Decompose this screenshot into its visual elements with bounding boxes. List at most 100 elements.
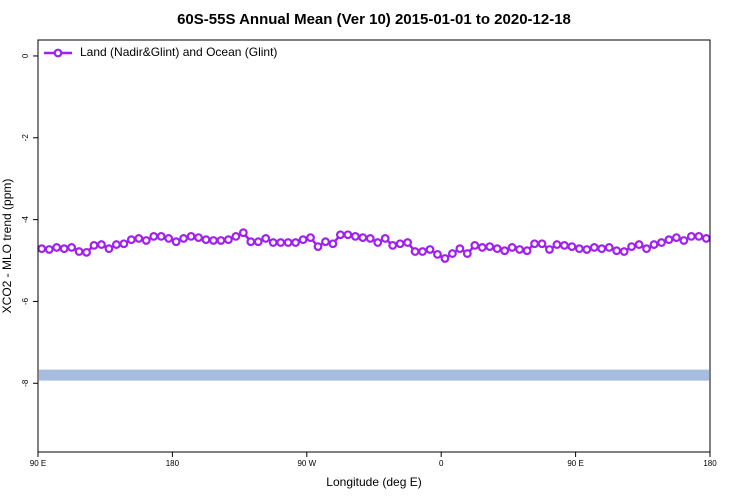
point — [104, 244, 114, 254]
point — [141, 236, 151, 245]
point — [373, 238, 383, 247]
y-tick-label: 0 — [21, 53, 30, 58]
point — [156, 231, 166, 241]
point — [343, 230, 353, 240]
chart-title: 60S-55S Annual Mean (Ver 10) 2015-01-01 … — [177, 11, 571, 28]
point — [365, 234, 375, 243]
point — [97, 240, 106, 249]
point — [82, 247, 91, 257]
point — [418, 247, 427, 256]
point — [403, 238, 413, 247]
x-tick-label: 90 E — [30, 459, 46, 468]
legend-label: Land (Nadir&Glint) and Ocean (Glint) — [80, 45, 277, 59]
point — [358, 233, 368, 243]
point — [89, 240, 99, 250]
point — [589, 243, 599, 252]
point — [515, 245, 524, 254]
plot-frame — [37, 39, 711, 453]
point — [500, 246, 510, 256]
point — [201, 235, 211, 245]
point — [642, 244, 651, 254]
point — [164, 234, 174, 243]
point — [186, 231, 196, 241]
point — [604, 243, 614, 252]
point — [612, 246, 622, 256]
point — [545, 245, 554, 254]
y-tick-label: -8 — [21, 379, 30, 387]
point — [657, 238, 666, 247]
point — [582, 245, 592, 254]
point — [59, 244, 69, 254]
y-tick-label: -2 — [21, 134, 30, 142]
point — [672, 233, 681, 243]
point — [321, 237, 330, 247]
x-tick-label: 0 — [439, 459, 444, 468]
point — [238, 228, 248, 238]
point — [328, 239, 338, 249]
point — [686, 231, 696, 241]
point — [276, 238, 286, 247]
point — [134, 234, 144, 243]
point — [336, 230, 345, 240]
point — [507, 243, 517, 252]
point — [261, 234, 271, 243]
point — [477, 243, 487, 252]
point — [537, 239, 547, 249]
point — [231, 231, 241, 241]
x-tick-label: 180 — [166, 459, 180, 468]
point — [567, 242, 577, 252]
point — [306, 233, 315, 243]
point — [522, 246, 532, 256]
point — [694, 231, 704, 241]
point — [425, 245, 435, 254]
point — [552, 240, 562, 249]
point — [223, 235, 233, 245]
point — [111, 240, 121, 249]
point — [246, 237, 256, 247]
point — [149, 231, 159, 241]
point — [485, 242, 495, 252]
legend-marker — [53, 48, 63, 58]
point — [37, 244, 47, 254]
point — [679, 236, 689, 245]
point — [649, 240, 659, 249]
x-tick-label: 180 — [703, 459, 717, 468]
point — [619, 247, 629, 256]
point — [492, 244, 502, 254]
point — [291, 238, 301, 247]
point — [388, 240, 398, 250]
point — [179, 234, 189, 243]
y-axis-label: XCO2 - MLO trend (ppm) — [0, 179, 14, 314]
y-tick-label: -4 — [21, 216, 30, 224]
point — [597, 244, 607, 254]
point — [268, 238, 278, 247]
point — [395, 239, 405, 249]
point — [44, 245, 54, 254]
x-tick-label: 90 E — [567, 459, 583, 468]
point — [440, 254, 450, 263]
x-axis-label: Longitude (deg E) — [326, 475, 421, 489]
point — [119, 239, 129, 249]
x-tick-label: 90 W — [297, 459, 316, 468]
point — [560, 240, 569, 250]
point — [574, 244, 584, 254]
point — [350, 231, 360, 241]
point — [67, 243, 76, 252]
point — [634, 240, 644, 249]
point — [410, 247, 420, 256]
point — [470, 240, 480, 250]
point — [209, 236, 218, 245]
point — [253, 237, 263, 247]
point — [530, 239, 539, 249]
point — [171, 237, 181, 247]
point — [627, 242, 636, 252]
point — [194, 233, 203, 243]
point — [462, 249, 472, 258]
point — [448, 249, 457, 258]
point — [126, 235, 136, 245]
point — [701, 234, 711, 243]
point — [664, 235, 674, 245]
point — [380, 234, 390, 243]
point — [216, 236, 226, 245]
